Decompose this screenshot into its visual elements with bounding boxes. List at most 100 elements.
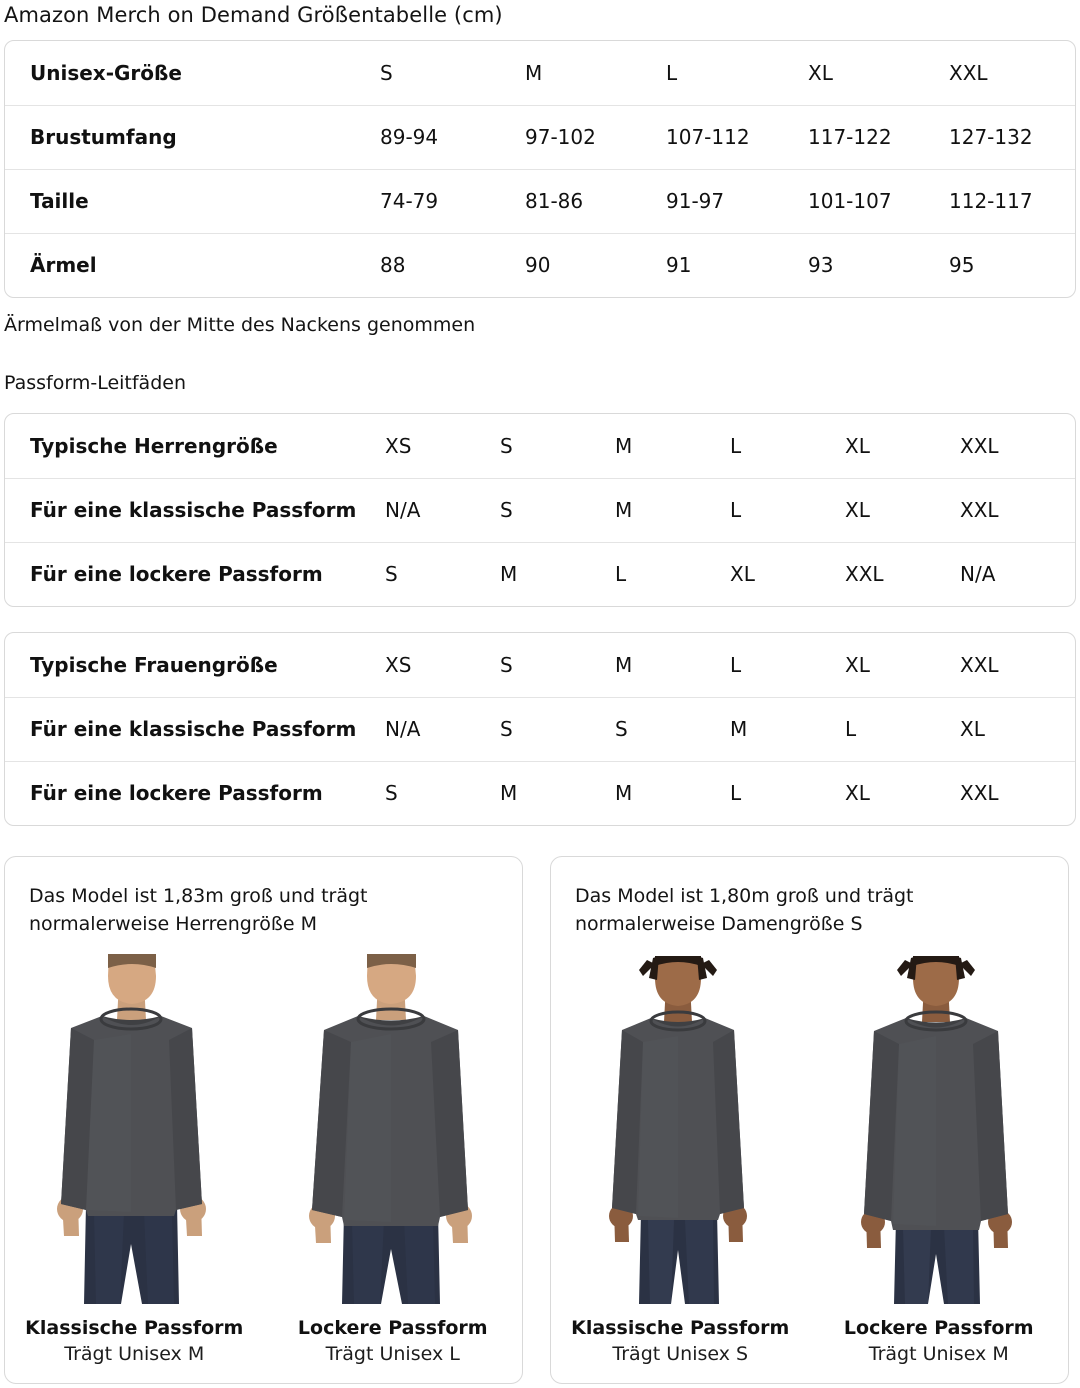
size-header-s: S xyxy=(380,60,393,85)
fit-guides-heading: Passform-Leitfäden xyxy=(4,372,186,394)
fit-men-cell: XL xyxy=(730,541,845,606)
caption-col: Klassische Passform Trägt Unisex M xyxy=(5,1315,264,1367)
model-captions-men: Klassische Passform Trägt Unisex M Locke… xyxy=(5,1315,522,1367)
caption-wears-label: Trägt Unisex S xyxy=(612,1343,749,1365)
caption-wears-label: Trägt Unisex L xyxy=(325,1343,460,1365)
table-row: Taille 74-79 81-86 91-97 101-107 112-117 xyxy=(5,168,1075,233)
model-photo-men-relaxed xyxy=(278,954,503,1304)
fit-men-cell: XXL xyxy=(845,541,960,606)
size-cell: 74-79 xyxy=(380,168,525,233)
table-row: Für eine klassische Passform N/A S M L X… xyxy=(5,477,1075,542)
size-cell: 95 xyxy=(949,232,1075,297)
fit-men-header-xxl: XXL xyxy=(960,433,999,458)
fit-men-cell: L xyxy=(730,477,845,542)
table-row: Brustumfang 89-94 97-102 107-112 117-122… xyxy=(5,104,1075,169)
table-row-header: Unisex-Größe S M L XL XXL xyxy=(5,41,1075,105)
table-row: Für eine lockere Passform S M M L XL XXL xyxy=(5,760,1075,825)
size-cell: 91-97 xyxy=(666,168,808,233)
fit-men-cell: S xyxy=(500,477,615,542)
size-table-row-label: Brustumfang xyxy=(5,104,380,169)
model-card-women: Das Model ist 1,80m groß und trägt norma… xyxy=(550,856,1069,1384)
fit-men-row-label: Für eine lockere Passform xyxy=(5,541,385,606)
fit-men-header-s: S xyxy=(500,433,513,458)
size-cell: 90 xyxy=(525,232,666,297)
fit-women-header-l: L xyxy=(730,652,742,677)
size-cell: 107-112 xyxy=(666,104,808,169)
fit-women-header-m: M xyxy=(615,652,633,677)
fit-women-cell: L xyxy=(845,696,960,761)
size-cell: 127-132 xyxy=(949,104,1075,169)
caption-wears-label: Trägt Unisex M xyxy=(868,1343,1009,1365)
size-cell: 88 xyxy=(380,232,525,297)
model-photo-women-relaxed xyxy=(826,954,1046,1304)
size-header-xxl: XXL xyxy=(949,60,988,85)
fit-men-row-label: Typische Herrengröße xyxy=(30,433,278,458)
fit-women-cell: S xyxy=(385,760,500,825)
size-cell: 101-107 xyxy=(808,168,949,233)
caption-wears-label: Trägt Unisex M xyxy=(64,1343,205,1365)
fit-men-cell: XXL xyxy=(960,477,1075,542)
model-photo-women-classic xyxy=(573,954,783,1304)
size-cell: 112-117 xyxy=(949,168,1075,233)
size-header-l: L xyxy=(666,60,678,85)
sleeve-measurement-note: Ärmelmaß von der Mitte des Nackens genom… xyxy=(4,314,476,336)
fit-women-header-xs: XS xyxy=(385,652,412,677)
fit-women-cell: XL xyxy=(960,696,1075,761)
size-header-m: M xyxy=(525,60,543,85)
size-cell: 89-94 xyxy=(380,104,525,169)
caption-fit-label: Klassische Passform xyxy=(25,1317,244,1339)
size-table-row-label: Ärmel xyxy=(5,232,380,297)
fit-women-cell: XL xyxy=(845,760,960,825)
fit-men-cell: N/A xyxy=(385,477,500,542)
table-row-header: Typische Frauengröße XS S M L XL XXL xyxy=(5,633,1075,697)
fit-men-cell: N/A xyxy=(960,541,1075,606)
fit-men-header-xs: XS xyxy=(385,433,412,458)
table-row: Ärmel 88 90 91 93 95 xyxy=(5,232,1075,297)
model-card-men: Das Model ist 1,83m groß und trägt norma… xyxy=(4,856,523,1384)
fit-men-cell: L xyxy=(615,541,730,606)
fit-women-cell: L xyxy=(730,760,845,825)
fit-men-cell: XL xyxy=(845,477,960,542)
fit-men-cell: M xyxy=(615,477,730,542)
size-table-row-label: Taille xyxy=(5,168,380,233)
fit-guide-men-table: Typische Herrengröße XS S M L XL XXL Für… xyxy=(4,413,1076,607)
fit-women-header-s: S xyxy=(500,652,513,677)
table-row: Für eine lockere Passform S M L XL XXL N… xyxy=(5,541,1075,606)
caption-col: Klassische Passform Trägt Unisex S xyxy=(551,1315,810,1367)
size-cell: 117-122 xyxy=(808,104,949,169)
fit-men-header-l: L xyxy=(730,433,742,458)
model-figures-men xyxy=(5,949,522,1304)
fit-men-header-m: M xyxy=(615,433,633,458)
fit-men-row-label: Für eine klassische Passform xyxy=(5,477,385,542)
size-table-row-label: Unisex-Größe xyxy=(30,60,182,85)
fit-women-cell: M xyxy=(615,760,730,825)
fit-women-cell: S xyxy=(500,696,615,761)
fit-women-cell: M xyxy=(500,760,615,825)
caption-col: Lockere Passform Trägt Unisex L xyxy=(264,1315,523,1367)
fit-men-header-xl: XL xyxy=(845,433,870,458)
fit-women-cell: S xyxy=(615,696,730,761)
fit-men-cell: M xyxy=(500,541,615,606)
fit-men-cell: S xyxy=(385,541,500,606)
table-row-header: Typische Herrengröße XS S M L XL XXL xyxy=(5,414,1075,478)
page-title: Amazon Merch on Demand Größentabelle (cm… xyxy=(4,3,503,27)
fit-women-row-label: Typische Frauengröße xyxy=(30,652,278,677)
size-cell: 93 xyxy=(808,232,949,297)
size-cell: 91 xyxy=(666,232,808,297)
caption-col: Lockere Passform Trägt Unisex M xyxy=(810,1315,1069,1367)
fit-women-cell: M xyxy=(730,696,845,761)
fit-women-header-xxl: XXL xyxy=(960,652,999,677)
fit-women-cell: N/A xyxy=(385,696,500,761)
model-figures-women xyxy=(551,949,1068,1304)
size-cell: 81-86 xyxy=(525,168,666,233)
size-cell: 97-102 xyxy=(525,104,666,169)
unisex-size-table: Unisex-Größe S M L XL XXL Brustumfang 89… xyxy=(4,40,1076,298)
model-card-women-title: Das Model ist 1,80m groß und trägt norma… xyxy=(575,885,914,935)
fit-women-cell: XXL xyxy=(960,760,1075,825)
size-header-xl: XL xyxy=(808,60,833,85)
caption-fit-label: Lockere Passform xyxy=(297,1317,488,1339)
model-captions-women: Klassische Passform Trägt Unisex S Locke… xyxy=(551,1315,1068,1367)
fit-women-header-xl: XL xyxy=(845,652,870,677)
table-row: Für eine klassische Passform N/A S S M L… xyxy=(5,696,1075,761)
